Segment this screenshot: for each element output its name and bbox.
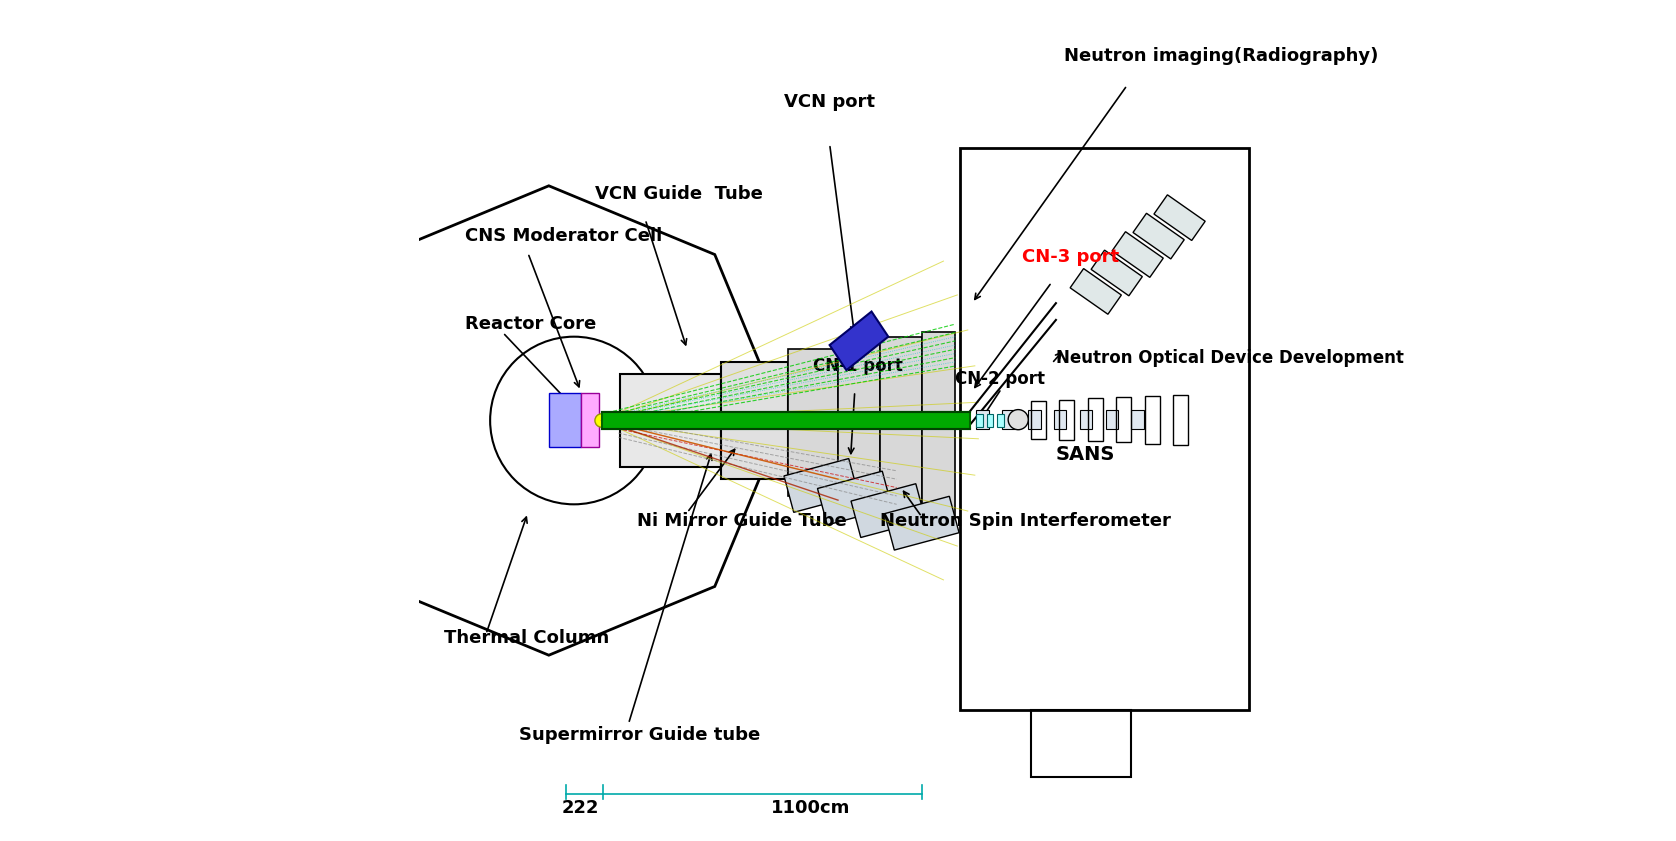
- Bar: [580, 393, 598, 447]
- Bar: [1031, 710, 1131, 777]
- Bar: [818, 471, 892, 525]
- Bar: [548, 393, 580, 447]
- Text: CN-1 port: CN-1 port: [813, 357, 903, 375]
- Bar: [788, 349, 838, 496]
- Text: 1100cm: 1100cm: [771, 799, 850, 817]
- Text: Reactor Core: Reactor Core: [464, 315, 597, 333]
- Text: Thermal Column: Thermal Column: [444, 629, 610, 648]
- Bar: [1079, 410, 1093, 429]
- Bar: [620, 374, 721, 467]
- Bar: [1116, 397, 1131, 442]
- Bar: [987, 414, 994, 427]
- Bar: [977, 410, 989, 429]
- Text: Neutron Spin Interferometer: Neutron Spin Interferometer: [880, 512, 1172, 530]
- Bar: [1054, 410, 1066, 429]
- Circle shape: [595, 414, 608, 427]
- Text: 222: 222: [561, 799, 598, 817]
- Bar: [1002, 410, 1014, 429]
- Bar: [1088, 399, 1103, 441]
- Text: Neutron imaging(Radiography): Neutron imaging(Radiography): [1064, 47, 1379, 65]
- Bar: [885, 496, 959, 550]
- Bar: [1145, 396, 1160, 443]
- Bar: [1173, 394, 1188, 445]
- Text: VCN Guide  Tube: VCN Guide Tube: [595, 185, 763, 204]
- Text: CN-2 port: CN-2 port: [955, 369, 1046, 388]
- Bar: [784, 458, 858, 512]
- Bar: [1027, 410, 1041, 429]
- Bar: [1133, 214, 1185, 259]
- Bar: [838, 341, 880, 505]
- Text: CNS Moderator Cell: CNS Moderator Cell: [464, 227, 662, 245]
- Circle shape: [1009, 410, 1029, 430]
- Bar: [721, 362, 788, 479]
- Bar: [977, 414, 984, 427]
- Bar: [1071, 268, 1121, 315]
- Polygon shape: [830, 311, 888, 370]
- Bar: [997, 414, 1004, 427]
- Bar: [922, 332, 955, 517]
- Bar: [1106, 410, 1118, 429]
- Text: CN-3 port: CN-3 port: [1022, 248, 1120, 266]
- Bar: [851, 484, 925, 537]
- Text: VCN port: VCN port: [783, 93, 875, 111]
- Bar: [1113, 232, 1163, 278]
- Text: Neutron Optical Device Development: Neutron Optical Device Development: [1056, 349, 1404, 367]
- Bar: [1091, 250, 1143, 296]
- Bar: [1031, 401, 1046, 438]
- Bar: [1131, 410, 1145, 429]
- Text: SANS: SANS: [1056, 445, 1115, 463]
- Text: Supermirror Guide tube: Supermirror Guide tube: [520, 726, 761, 743]
- Bar: [602, 412, 970, 429]
- Bar: [1155, 195, 1205, 241]
- Bar: [880, 336, 922, 513]
- Text: Ni Mirror Guide Tube: Ni Mirror Guide Tube: [637, 512, 846, 530]
- Bar: [1059, 399, 1074, 440]
- Bar: [960, 148, 1249, 710]
